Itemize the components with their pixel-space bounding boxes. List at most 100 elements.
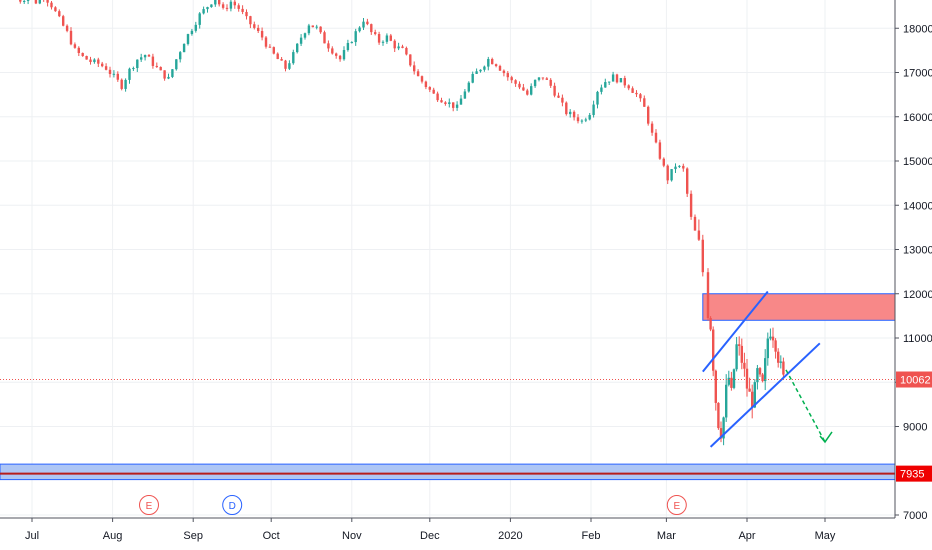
y-tick-label: 9000 [903, 422, 927, 434]
candle-body [38, 0, 41, 4]
candle-body [774, 340, 777, 352]
x-tick-label: Sep [183, 530, 203, 542]
candle-body [463, 91, 467, 99]
candle-body [557, 95, 560, 98]
candle-body [112, 73, 116, 75]
candle-body [600, 87, 603, 92]
candle-body [522, 87, 525, 91]
candle-body [769, 336, 772, 339]
candle-body [257, 27, 260, 32]
candle-body [619, 78, 623, 83]
event-marker-circle [139, 495, 159, 515]
candle-body [745, 368, 749, 389]
candle-body [81, 53, 84, 56]
candle-body [147, 55, 151, 57]
candle-body [674, 166, 677, 170]
candle-body [444, 102, 447, 104]
candle-body [604, 82, 607, 88]
candle-body [350, 42, 353, 44]
candle-body [526, 90, 529, 95]
candle-body [518, 83, 521, 88]
candle-body [753, 382, 756, 408]
candle-body [732, 369, 736, 388]
candle-body [779, 361, 782, 363]
candle-body [108, 69, 112, 75]
candle-body [743, 362, 746, 369]
candle-body [592, 104, 595, 116]
candle-body [338, 55, 342, 60]
candle-body [155, 65, 158, 68]
candle-body [615, 74, 619, 83]
candle-body [635, 92, 638, 95]
candle-body [179, 52, 182, 60]
candle-body [151, 56, 155, 66]
candle-body [260, 31, 264, 38]
candle-body [643, 98, 646, 107]
candle-body [777, 351, 780, 363]
candle-body [241, 8, 244, 12]
candle-body [719, 428, 723, 439]
candle-body [409, 54, 412, 66]
candle-body [229, 1, 233, 9]
candle-body [245, 11, 248, 17]
candle-body [237, 5, 240, 9]
candle-body [580, 120, 584, 122]
y-tick-label: 12000 [903, 289, 932, 301]
candle-body [623, 78, 626, 86]
candle-body [459, 98, 463, 105]
candle-body [686, 168, 689, 194]
candle-body [303, 33, 307, 38]
x-tick-label: May [815, 530, 836, 542]
candle-body [327, 43, 330, 49]
candle-body [654, 132, 658, 143]
candle-body [487, 59, 490, 67]
candle-body [163, 70, 166, 79]
candle-body [296, 43, 299, 53]
candle-body [233, 1, 236, 6]
candle-body [678, 165, 681, 167]
forecast-arrow-line [785, 369, 826, 443]
candle-body [186, 34, 190, 44]
event-marker-label: D [229, 501, 236, 512]
x-tick-label: Jul [25, 530, 39, 542]
channel-upper-line [702, 290, 769, 373]
support-tag-bg [896, 465, 932, 482]
candle-body [576, 117, 580, 122]
candle-body [771, 336, 775, 341]
candle-body [182, 43, 186, 53]
candle-body [159, 67, 162, 71]
candle-body [455, 104, 459, 108]
candle-body [280, 59, 283, 61]
y-tick-label: 13000 [903, 245, 932, 257]
candle-body [483, 66, 486, 70]
candle-body [416, 71, 420, 77]
candle-body [706, 272, 710, 318]
candle-body [452, 102, 455, 108]
x-tick-label: Nov [342, 530, 362, 542]
candle-body [362, 21, 365, 28]
candle-body [202, 9, 205, 14]
candle-body [62, 16, 65, 26]
candle-body [288, 63, 291, 69]
candle-body [510, 77, 513, 81]
candle-body [393, 40, 396, 49]
candle-body [717, 402, 720, 429]
candle-body [709, 317, 712, 330]
candle-body [132, 68, 135, 70]
candle-body [69, 30, 73, 45]
candle-body [467, 82, 470, 92]
candle-body [97, 59, 100, 64]
candle-body [541, 77, 545, 79]
candle-body [89, 59, 92, 63]
candle-body [436, 93, 439, 101]
candle-body [627, 85, 630, 89]
candle-body [735, 344, 738, 370]
candle-body [647, 106, 650, 124]
candles [19, 0, 785, 446]
candle-body [738, 344, 741, 346]
candle-body [335, 53, 338, 56]
candle-body [722, 417, 725, 439]
price-tag-text: 10062 [900, 375, 931, 387]
